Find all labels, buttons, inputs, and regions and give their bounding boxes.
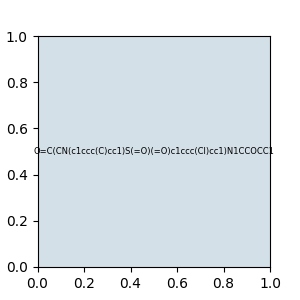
Text: O=C(CN(c1ccc(C)cc1)S(=O)(=O)c1ccc(Cl)cc1)N1CCOCC1: O=C(CN(c1ccc(C)cc1)S(=O)(=O)c1ccc(Cl)cc1…	[33, 147, 274, 156]
